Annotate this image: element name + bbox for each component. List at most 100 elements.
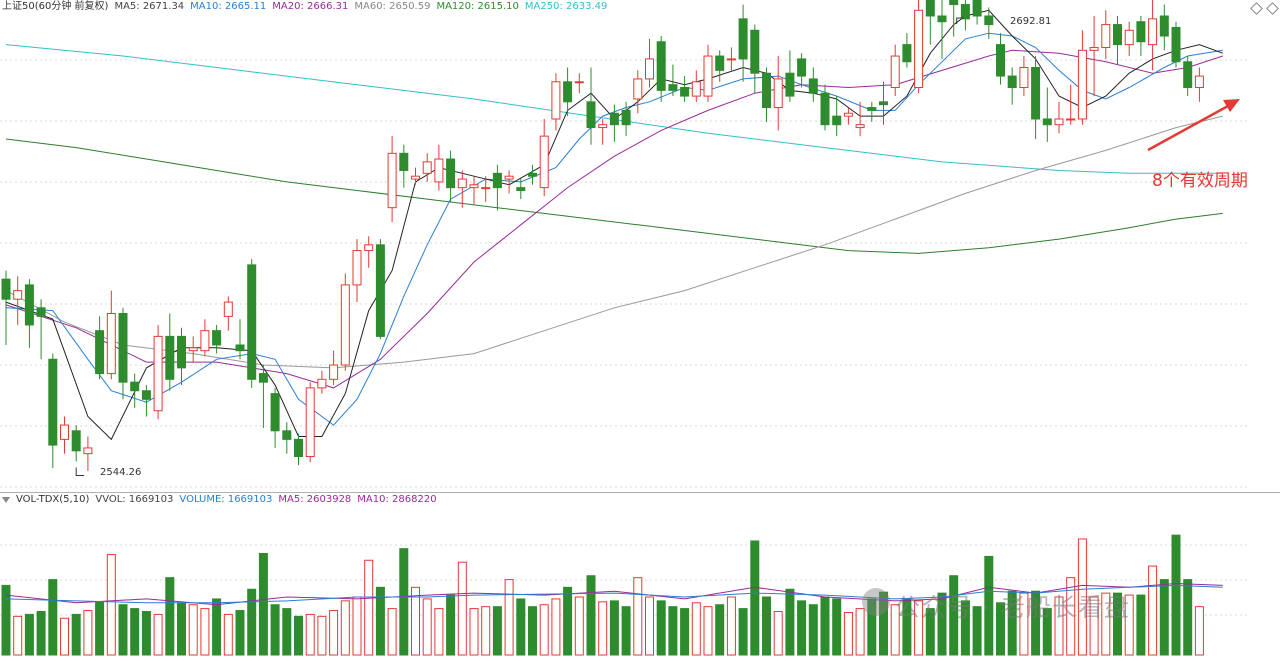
- candle-body: [106, 313, 116, 375]
- candle-body: [563, 81, 573, 103]
- volume-bar: [703, 606, 713, 656]
- candle-body: [1159, 15, 1169, 37]
- volume-bar: [95, 601, 105, 656]
- volume-bar: [925, 608, 935, 656]
- candle-body: [305, 387, 315, 458]
- candle-body: [83, 447, 93, 455]
- ma-line-ma120: [5, 138, 1223, 254]
- low-pointer: [75, 467, 85, 477]
- candle-body: [60, 424, 69, 440]
- candle-body: [726, 58, 736, 61]
- candle-body: [1077, 49, 1087, 120]
- volume-bar: [762, 596, 771, 656]
- candle-body: [738, 18, 748, 60]
- volume-bar: [177, 602, 186, 656]
- volume-bar: [609, 600, 619, 656]
- volume-bar: [984, 555, 994, 656]
- candle-body: [656, 41, 666, 91]
- candle-body: [1183, 61, 1193, 89]
- candle-body: [1, 278, 11, 300]
- ma60-label: MA60: 2650.59: [354, 1, 431, 12]
- candle-body: [832, 115, 842, 126]
- panel-divider[interactable]: [0, 492, 1280, 493]
- volume-bar: [422, 598, 432, 656]
- volume-bar: [820, 596, 830, 656]
- candle-body: [95, 330, 105, 375]
- candle-body: [1194, 75, 1204, 89]
- volume-bar: [563, 586, 573, 656]
- annotation-arrow-line: [1147, 104, 1229, 152]
- volume-bar: [726, 596, 736, 656]
- volume-bar: [258, 553, 268, 656]
- candle-body: [879, 101, 888, 106]
- volume-bar: [130, 608, 140, 656]
- ma20-label: MA20: 2666.31: [272, 1, 349, 12]
- candle-body: [949, 0, 959, 6]
- candle-body: [24, 284, 34, 326]
- candle-body: [820, 92, 830, 126]
- candle-body: [446, 158, 456, 189]
- chart-title: 上证50(60分钟 前复权): [2, 1, 109, 12]
- candle-body: [36, 307, 46, 317]
- volume-bar: [598, 601, 608, 656]
- candle-body: [153, 335, 163, 412]
- candle-body: [668, 84, 678, 91]
- candle-body: [364, 244, 374, 252]
- candle-body: [1136, 21, 1146, 43]
- candle-body: [504, 175, 514, 180]
- high-price-label: 2692.81: [1010, 16, 1052, 27]
- volume-bar: [270, 604, 280, 656]
- volume-bar: [1148, 565, 1158, 656]
- candle-body: [282, 430, 292, 440]
- volume-bar: [106, 553, 116, 656]
- low-price-label: 2544.26: [100, 467, 142, 478]
- ma-line-ma5: [5, 9, 1223, 441]
- volume-bar: [890, 604, 900, 656]
- volume-bar: [1171, 534, 1181, 656]
- volume-bar: [797, 600, 807, 656]
- volume-bar: [960, 600, 970, 656]
- candle-body: [118, 313, 128, 383]
- volume-bar: [902, 598, 912, 656]
- volume-bar: [1042, 608, 1052, 656]
- volume-bar: [773, 611, 783, 656]
- vol-ma10-label: MA10: 2868220: [357, 494, 437, 505]
- volume-bar: [446, 594, 456, 656]
- volume-bar: [1159, 579, 1169, 656]
- candle-body: [996, 44, 1005, 77]
- vol-ma-line-ma10: [5, 584, 1223, 604]
- candle-body: [223, 301, 233, 317]
- candle-body: [1113, 24, 1122, 46]
- candle-body: [71, 430, 81, 452]
- ma10-label: MA10: 2665.11: [190, 1, 267, 12]
- volume-bar: [504, 579, 514, 656]
- candle-body: [762, 72, 771, 109]
- ma120-label: MA120: 2615.10: [436, 1, 519, 12]
- volume-bar: [434, 608, 444, 656]
- dropdown-icon[interactable]: [2, 497, 10, 503]
- candle-body: [539, 135, 549, 189]
- candle-body: [411, 175, 420, 180]
- ma250-label: MA250: 2633.49: [524, 1, 608, 12]
- candle-body: [200, 330, 210, 352]
- candle-body: [247, 264, 257, 380]
- volume-bar: [1031, 590, 1041, 656]
- volume-bar: [399, 548, 409, 656]
- volume-bar: [1124, 594, 1134, 656]
- candle-body: [797, 58, 807, 77]
- volume-bar: [867, 598, 877, 656]
- candle-body: [715, 55, 725, 71]
- candle-body: [1066, 118, 1076, 121]
- ma5-label: MA5: 2671.34: [114, 1, 185, 12]
- candle-body: [773, 78, 783, 109]
- candle-body: [399, 152, 409, 171]
- candle-body: [551, 81, 561, 120]
- volume-bar: [352, 596, 362, 656]
- candle-body: [984, 15, 994, 26]
- volume-bar: [364, 559, 374, 656]
- candle-body: [48, 358, 58, 446]
- candle-body: [1031, 66, 1041, 120]
- candle-body: [329, 364, 339, 380]
- volume-bar: [165, 577, 175, 656]
